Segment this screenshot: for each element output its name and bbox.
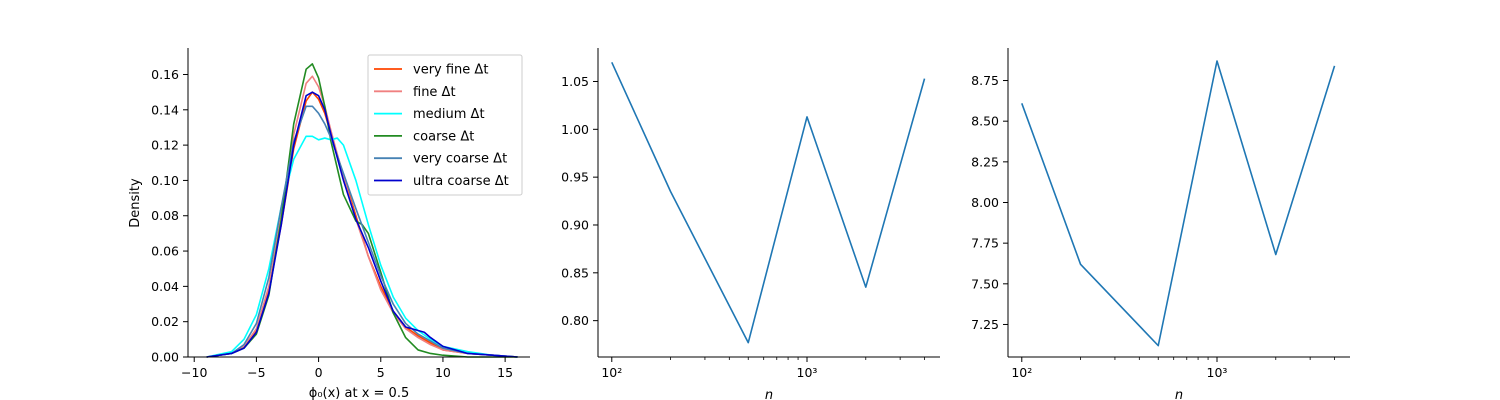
y-ticks: 0.80 0.85 0.90 0.95 1.00 1.05 — [561, 74, 598, 328]
y-tick-label: 0.06 — [151, 244, 179, 259]
y-tick-label: 1.05 — [561, 74, 589, 89]
x-axis-label: ϕ₀(x) at x = 0.5 — [309, 386, 409, 400]
y-tick-label: 0.85 — [561, 265, 589, 280]
y-tick-label: 7.25 — [971, 317, 999, 332]
y-tick-label: 0.95 — [561, 170, 589, 185]
x-ticks: −10 −5 0 5 10 15 — [181, 357, 513, 380]
y-tick-label: 8.50 — [971, 114, 999, 129]
legend-label-5: ultra coarse Δt — [413, 174, 509, 189]
y-tick-label: 0.80 — [561, 313, 589, 328]
y-tick-label: 0.10 — [151, 173, 179, 188]
density-series-layer — [206, 63, 518, 358]
y-ticks: 7.25 7.50 7.75 8.00 8.25 8.50 8.75 — [971, 73, 1008, 332]
x-axis-label: n — [765, 388, 773, 400]
y-tick-label: 1.00 — [561, 122, 589, 137]
n-panel-left: 10² 10³ 0.80 0.85 0.90 0.95 1.00 1.05 n — [561, 48, 940, 400]
x-tick-label: 5 — [377, 365, 385, 380]
x-tick-label: 10 — [435, 365, 451, 380]
y-tick-label: 8.75 — [971, 73, 999, 88]
x-tick-label: −5 — [247, 365, 265, 380]
series-line-2 — [206, 135, 518, 358]
x-tick-label: 0 — [315, 365, 323, 380]
y-tick-label: 0.12 — [151, 138, 179, 153]
y-tick-label: 0.16 — [151, 67, 179, 82]
y-tick-label: 0.14 — [151, 102, 179, 117]
y-tick-label: 0.04 — [151, 279, 179, 294]
y-tick-label: 0.90 — [561, 217, 589, 232]
y-ticks: 0.00 0.02 0.04 0.06 0.08 0.10 0.12 0.14 0.16 — [151, 67, 188, 365]
n-series-layer — [1021, 60, 1336, 347]
n-panel-right: 10² 10³ 7.25 7.50 7.75 8.00 8.25 8.50 8.75 n — [971, 48, 1350, 400]
density-panel: −10 −5 0 5 10 15 0.00 0.02 0.04 0.06 0.08 0.10 0.12… — [128, 48, 530, 400]
x-tick-label: −10 — [181, 365, 207, 380]
legend-entries: very fine Δt fine Δt medium Δt coarse Δt ver… — [374, 63, 509, 189]
series-line-5 — [206, 91, 518, 358]
series-line-0 — [611, 62, 926, 344]
legend-label-3: coarse Δt — [413, 129, 474, 144]
y-tick-label: 0.08 — [151, 208, 179, 223]
legend-label-1: fine Δt — [413, 85, 456, 100]
legend: very fine Δt fine Δt medium Δt coarse Δt ver… — [367, 54, 523, 196]
x-ticks: 10² 10³ — [601, 357, 925, 380]
x-ticks: 10² 10³ — [1011, 357, 1335, 380]
legend-label-0: very fine Δt — [413, 63, 488, 78]
y-tick-label: 8.00 — [971, 195, 999, 210]
x-tick-label: 10² — [1011, 365, 1032, 380]
y-tick-label: 7.75 — [971, 236, 999, 251]
x-tick-label: 15 — [497, 365, 513, 380]
x-tick-label: 10² — [601, 365, 622, 380]
y-tick-label: 7.50 — [971, 276, 999, 291]
legend-label-2: medium Δt — [413, 107, 485, 122]
y-tick-label: 8.25 — [971, 154, 999, 169]
x-tick-label: 10³ — [797, 365, 818, 380]
legend-frame — [367, 54, 523, 196]
n-series-layer — [611, 62, 926, 344]
x-axis-label: n — [1175, 388, 1183, 400]
x-tick-label: 10³ — [1207, 365, 1228, 380]
y-tick-label: 0.02 — [151, 314, 179, 329]
y-axis-label: Density — [128, 178, 143, 228]
y-tick-label: 0.00 — [151, 350, 179, 365]
legend-label-4: very coarse Δt — [413, 152, 507, 167]
series-line-0 — [1021, 60, 1336, 347]
